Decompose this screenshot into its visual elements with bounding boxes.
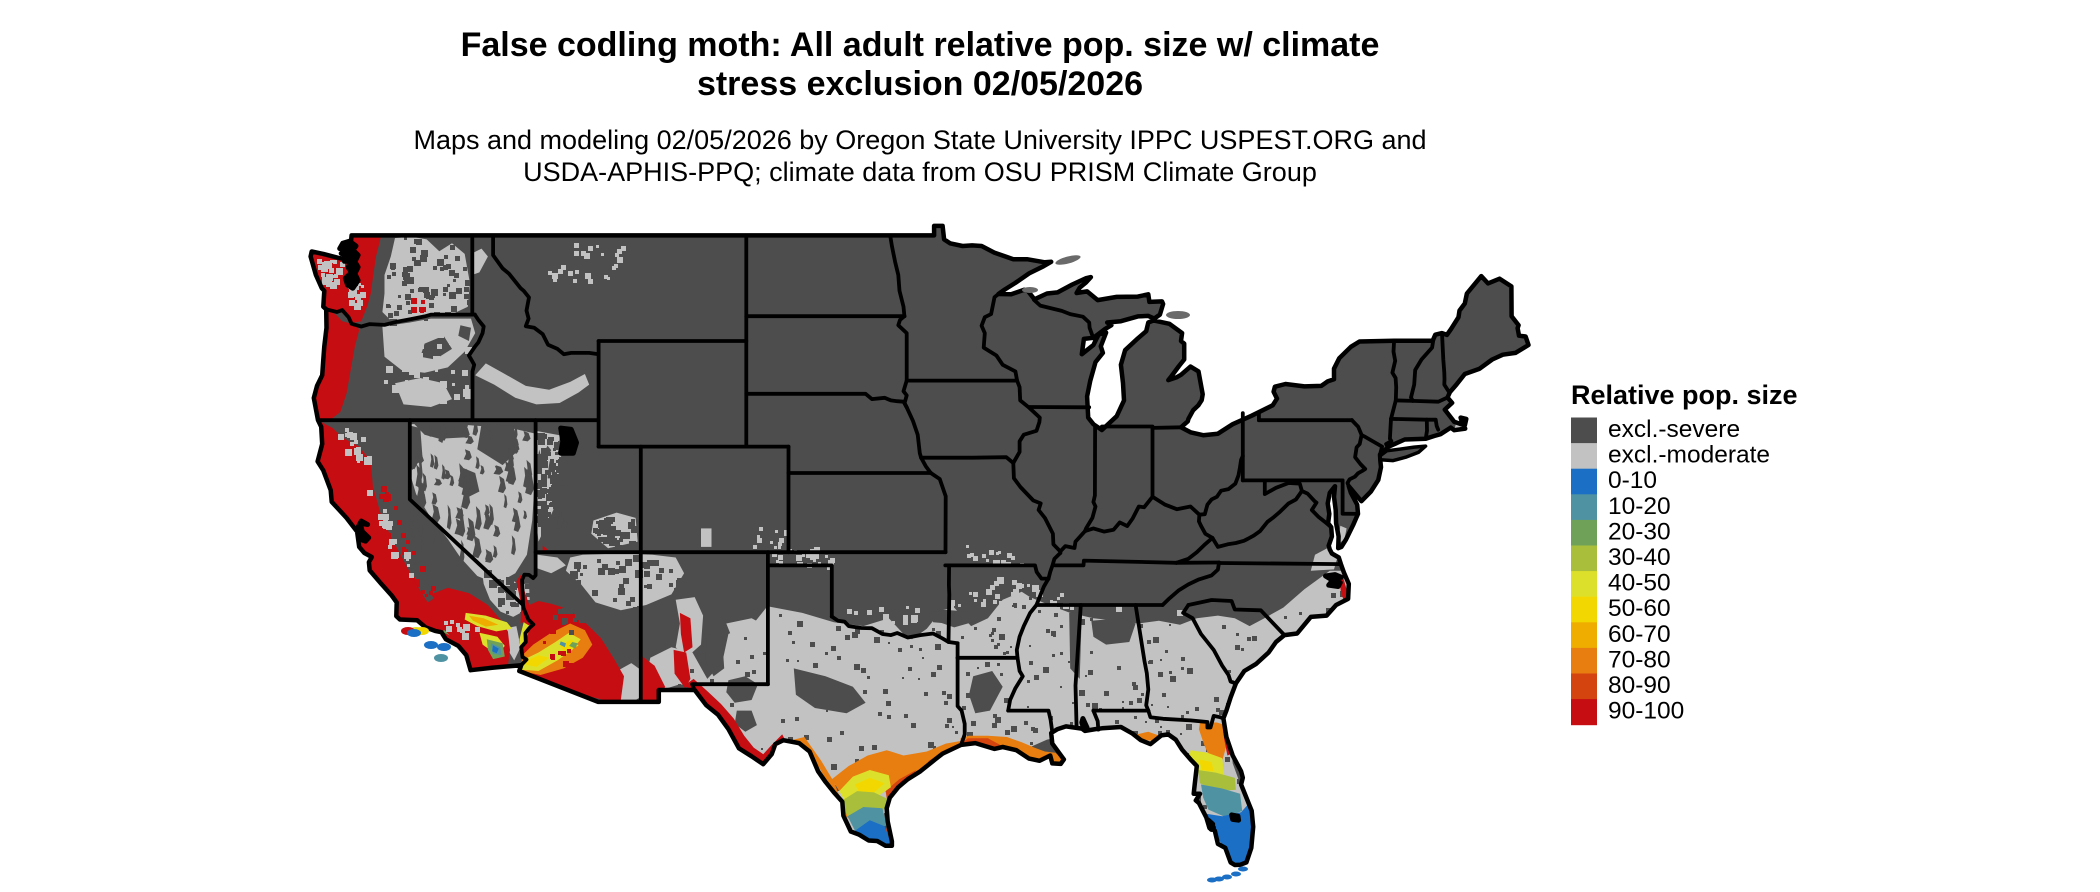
svg-text:60-70: 60-70: [1608, 621, 1671, 648]
svg-text:USDA-APHIS-PPQ; climate data f: USDA-APHIS-PPQ; climate data from OSU PR…: [523, 157, 1317, 187]
svg-text:80-90: 80-90: [1608, 672, 1671, 699]
svg-text:excl.-severe: excl.-severe: [1608, 416, 1740, 443]
svg-text:30-40: 30-40: [1608, 544, 1671, 571]
svg-text:20-30: 20-30: [1608, 518, 1671, 545]
svg-text:10-20: 10-20: [1608, 493, 1671, 520]
svg-text:40-50: 40-50: [1608, 570, 1671, 597]
svg-text:0-10: 0-10: [1608, 467, 1657, 494]
svg-text:False codling moth: All adult: False codling moth: All adult relative p…: [461, 26, 1380, 64]
svg-text:stress exclusion 02/05/2026: stress exclusion 02/05/2026: [697, 65, 1143, 103]
svg-text:Maps and modeling 02/05/2026 b: Maps and modeling 02/05/2026 by Oregon S…: [413, 125, 1426, 155]
svg-text:70-80: 70-80: [1608, 646, 1671, 673]
svg-text:excl.-moderate: excl.-moderate: [1608, 442, 1770, 469]
svg-text:50-60: 50-60: [1608, 595, 1671, 622]
svg-text:Relative pop. size: Relative pop. size: [1571, 380, 1798, 410]
svg-text:90-100: 90-100: [1608, 698, 1684, 725]
